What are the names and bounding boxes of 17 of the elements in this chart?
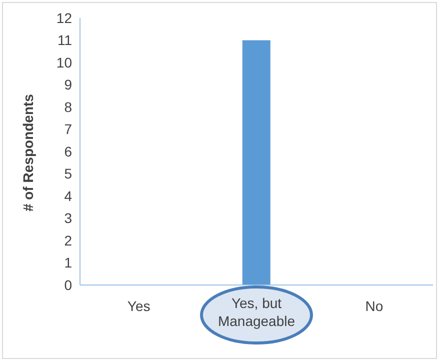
y-tick-label: 5	[64, 166, 72, 182]
y-tick-label: 4	[64, 188, 72, 204]
y-tick-label: 3	[64, 210, 72, 226]
y-tick-label: 9	[64, 76, 72, 93]
x-tick-label: No	[365, 298, 384, 314]
x-tick-label: Yes, but Manageable	[218, 295, 296, 329]
y-tick-label: 1	[64, 254, 72, 271]
y-tick-label: 7	[64, 121, 72, 138]
y-tick-label: 10	[56, 54, 72, 70]
y-tick-label: 0	[64, 276, 72, 293]
y-tick-label: 12	[56, 10, 72, 26]
x-tick-label: Yes	[127, 298, 150, 314]
y-tick-label: 8	[64, 98, 72, 115]
y-tick-label: 6	[64, 143, 72, 160]
y-tick-label: 2	[64, 232, 72, 248]
y-tick-label: 11	[57, 32, 72, 48]
y-axis-title: # of Respondents	[20, 94, 36, 212]
